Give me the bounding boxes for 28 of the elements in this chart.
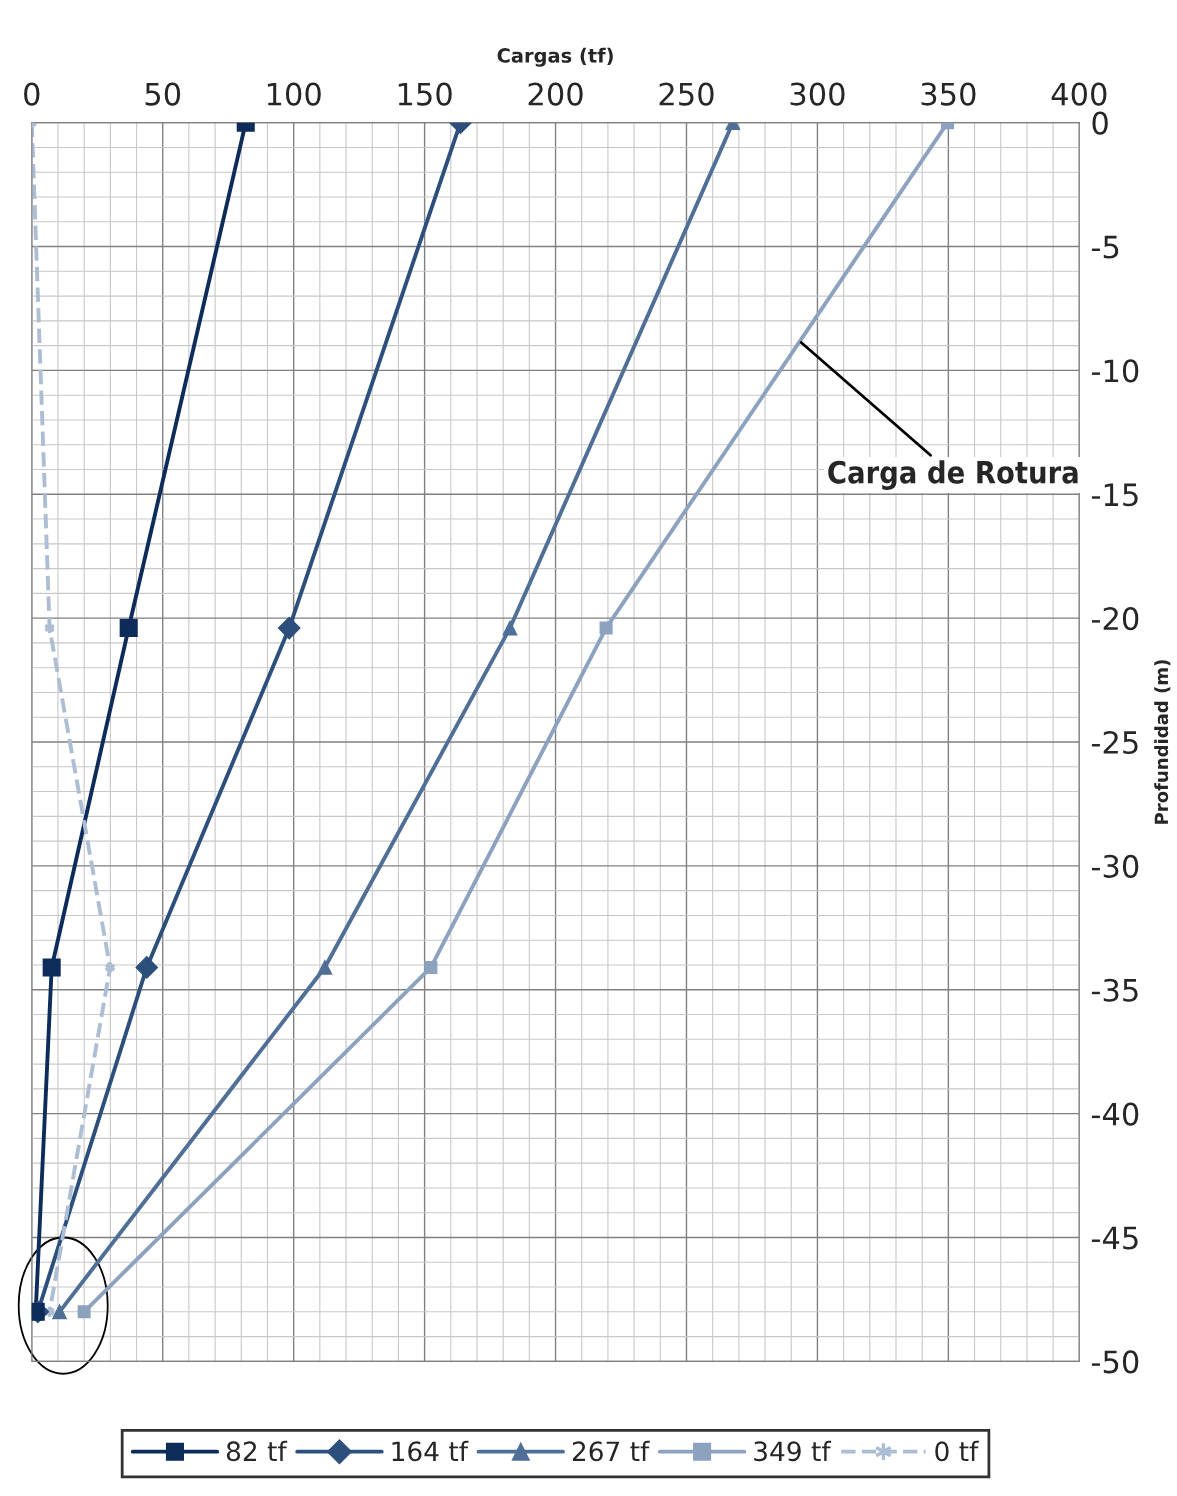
x-tick-label: 200 bbox=[528, 82, 583, 106]
y-tick-label: -45 bbox=[1091, 1226, 1138, 1250]
y-tick-label: -40 bbox=[1091, 1102, 1139, 1126]
y-tick-label: -10 bbox=[1091, 359, 1139, 383]
x-tick-label: 150 bbox=[398, 82, 452, 106]
x-tick-label: 300 bbox=[790, 82, 845, 106]
x-tick-label: 50 bbox=[145, 82, 181, 106]
x-axis-title: Cargas (tf) bbox=[497, 47, 613, 67]
y-tick-label: 0 bbox=[1092, 111, 1108, 135]
y-tick-label: -20 bbox=[1091, 607, 1139, 631]
legend-label: 164 tf bbox=[392, 1440, 469, 1462]
x-tick-label: 100 bbox=[267, 82, 321, 106]
legend-label: 82 tf bbox=[226, 1440, 288, 1462]
y-tick-label: -50 bbox=[1091, 1350, 1139, 1374]
y-tick-label: -15 bbox=[1091, 483, 1138, 507]
y-axis-title: Profundidad (m) bbox=[1154, 660, 1171, 824]
y-tick-label: -35 bbox=[1091, 978, 1138, 1002]
x-tick-label: 250 bbox=[659, 82, 714, 106]
legend-label: 349 tf bbox=[754, 1440, 832, 1462]
legend-label: 267 tf bbox=[572, 1440, 650, 1462]
y-tick-label: -25 bbox=[1091, 730, 1138, 755]
y-tick-label: -5 bbox=[1091, 235, 1119, 259]
x-tick-label: 400 bbox=[1051, 82, 1107, 106]
x-tick-label: 350 bbox=[921, 82, 976, 106]
x-tick-label: 0 bbox=[24, 82, 40, 106]
y-tick-label: -30 bbox=[1091, 854, 1139, 878]
annotation: Carga de Rotura bbox=[828, 460, 1078, 490]
legend-label: 0 tf bbox=[935, 1440, 979, 1462]
